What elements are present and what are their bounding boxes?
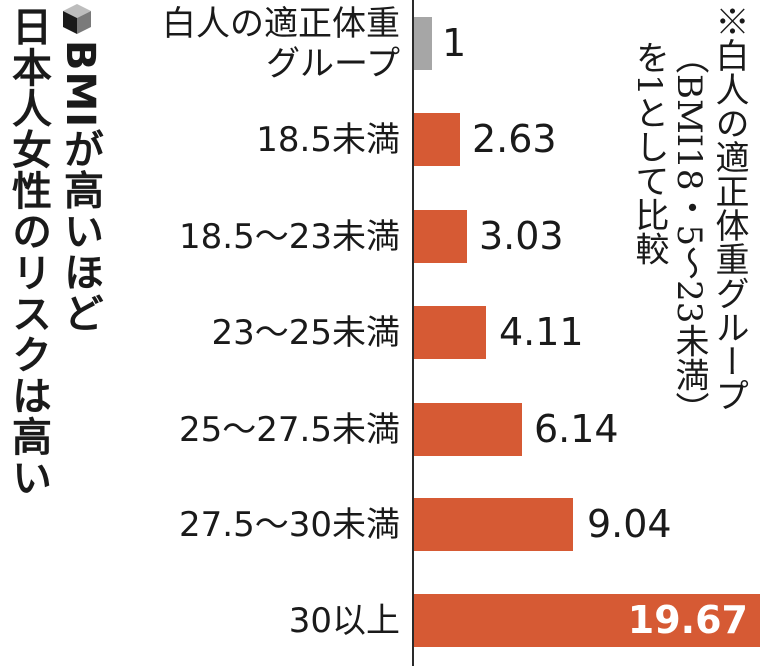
chart-title-line2: 日本人女性のリスクは高い (5, 6, 51, 498)
cube-icon (63, 4, 91, 34)
bar-reference (414, 17, 432, 70)
bar-2 (414, 210, 467, 263)
value-label-0: 1 (442, 21, 467, 65)
y-axis-line (412, 0, 414, 666)
category-label-line1: 白人の適正体重 (162, 4, 400, 44)
note-line1: ※白人の適正体重グループ (709, 4, 749, 412)
category-label-5: 27.5〜30未満 (179, 505, 400, 545)
note-line3: を1として比較 (629, 40, 669, 266)
bar-4 (414, 403, 522, 456)
value-label-2: 3.03 (479, 214, 564, 258)
category-label-reference: 白人の適正体重 グループ (162, 4, 400, 84)
note-line2: （BMI18・5〜23未満） (669, 40, 709, 426)
value-label-6: 19.67 (627, 598, 748, 642)
category-label-2: 18.5〜23未満 (179, 217, 400, 257)
bar-1 (414, 113, 460, 166)
bar-6: 19.67 (414, 594, 760, 647)
bar-5 (414, 498, 573, 551)
category-label-3: 23〜25未満 (211, 313, 400, 353)
value-label-5: 9.04 (587, 502, 672, 546)
category-label-line2: グループ (266, 44, 400, 84)
category-label-6: 30以上 (288, 601, 400, 641)
value-label-1: 2.63 (472, 117, 557, 161)
category-label-1: 18.5未満 (256, 120, 400, 160)
bar-3 (414, 306, 486, 359)
value-label-3: 4.11 (499, 310, 584, 354)
category-label-4: 25〜27.5未満 (179, 410, 400, 450)
chart-title-line1: BMIが高いほど (57, 40, 103, 334)
value-label-4: 6.14 (534, 407, 619, 451)
